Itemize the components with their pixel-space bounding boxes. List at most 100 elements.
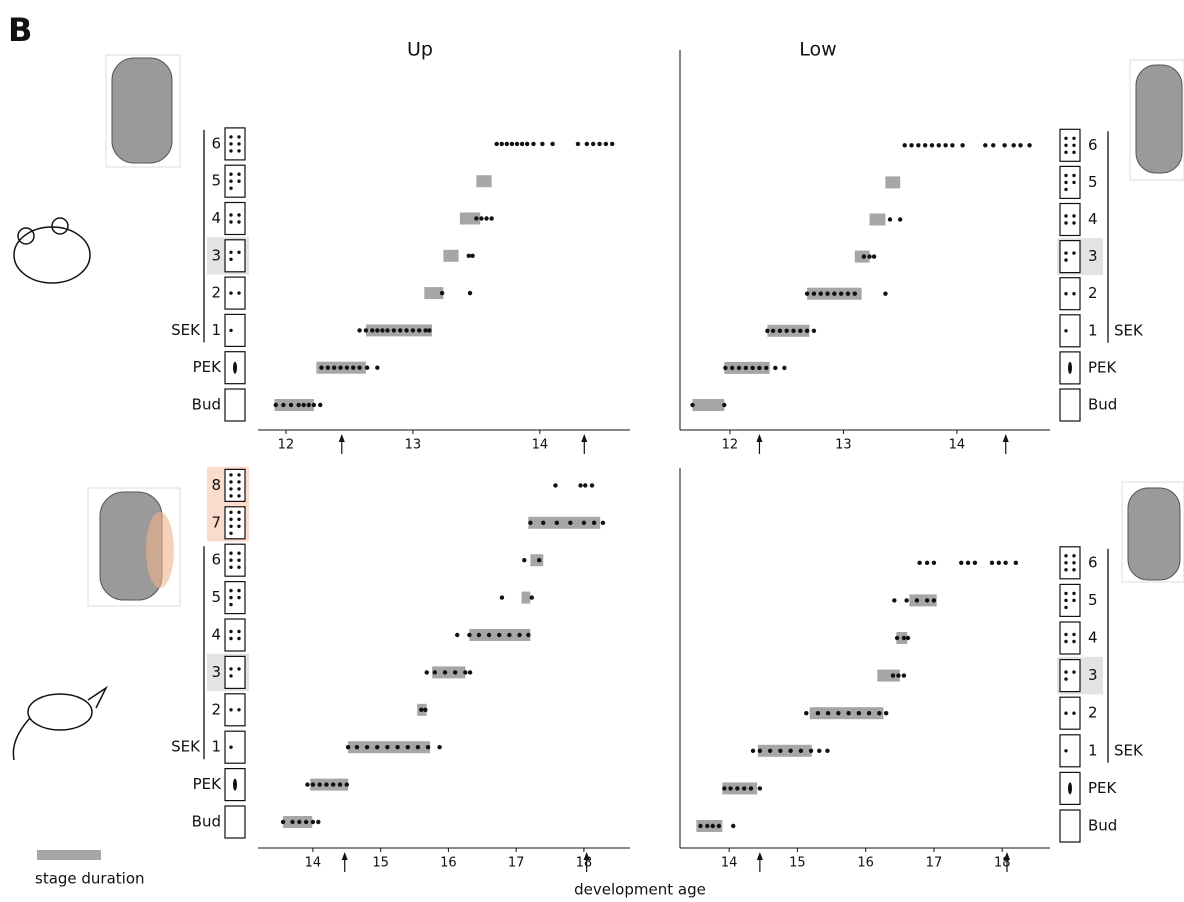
sample-dot (531, 141, 536, 147)
stage-bar (530, 554, 544, 567)
sample-dot (741, 786, 747, 791)
stage-label: PEK (1088, 779, 1118, 797)
icon-dot (1064, 136, 1068, 140)
sample-dot (310, 819, 316, 825)
sample-dot (417, 328, 422, 333)
sample-dot (798, 328, 803, 333)
sample-dot (439, 290, 445, 296)
panel-title: Low (799, 39, 836, 61)
icon-dot (1064, 677, 1068, 681)
sample-dot (773, 365, 778, 371)
icon-dot (237, 213, 241, 217)
icon-dot (233, 778, 237, 791)
tooth-icon (1059, 734, 1081, 768)
icon-dot (1072, 632, 1076, 637)
tooth-image (1135, 64, 1183, 174)
icon-dot (1064, 150, 1068, 154)
sample-dot (972, 560, 978, 565)
icon-dot (229, 257, 233, 261)
sample-dot (405, 745, 410, 750)
sample-dot (351, 365, 356, 370)
sample-dot (902, 143, 907, 148)
hamster-drawing (13, 226, 91, 284)
sample-dot (331, 782, 336, 787)
sample-dot (825, 748, 830, 753)
icon-dot (237, 588, 241, 593)
stage-label: PEK (193, 358, 223, 376)
age-arrow (583, 852, 590, 872)
stage-bar (274, 399, 314, 411)
sample-dot (600, 520, 606, 525)
sample-dot (517, 632, 522, 638)
icon-dot (237, 135, 241, 139)
sample-dot (391, 328, 397, 333)
tooth-icon (1059, 202, 1081, 237)
sample-dot (778, 748, 783, 753)
sample-dot (901, 635, 907, 641)
sample-dot (410, 328, 416, 333)
stage-bar (521, 591, 531, 604)
icon-dot (229, 213, 233, 217)
sample-dot (867, 254, 872, 259)
icon-dot (229, 565, 233, 569)
sample-dot (404, 328, 409, 333)
icon-dot (237, 172, 241, 176)
sample-dot (415, 745, 421, 750)
icon-dot (237, 480, 241, 484)
icon-dot (1064, 670, 1068, 674)
sample-dot (463, 670, 468, 675)
icon-dot (229, 674, 233, 678)
sample-dot (871, 254, 877, 259)
tooth-icon (224, 239, 246, 273)
tooth-image (111, 57, 173, 164)
group-label: SEK (171, 321, 201, 339)
x-axis-label: development age (574, 881, 706, 899)
sample-dot (317, 782, 322, 787)
sample-dot (909, 143, 914, 148)
icon-dot (229, 602, 233, 607)
stage-label: 6 (211, 551, 221, 569)
stage-label: 8 (211, 476, 221, 494)
sample-dot (442, 670, 448, 675)
tooth-icon (1059, 583, 1081, 618)
sample-dot (750, 748, 756, 753)
panel-label: B (8, 11, 32, 49)
sample-dot (965, 560, 971, 565)
sample-dot (575, 141, 581, 147)
sample-dot (916, 143, 921, 148)
arrow-head (756, 434, 763, 442)
tooth-icon (1059, 240, 1081, 274)
icon-dot (237, 179, 241, 183)
sample-dot (782, 365, 787, 371)
sample-dot (757, 365, 762, 371)
stage-bar (757, 744, 812, 757)
sample-dot (578, 483, 583, 488)
icon-dot (237, 708, 241, 712)
sample-dot (522, 558, 527, 563)
sample-dot (437, 745, 442, 750)
age-arrow (756, 852, 763, 872)
sample-dot (288, 402, 294, 408)
stage-label: 1 (211, 321, 221, 339)
stage-label: 5 (1088, 591, 1098, 609)
sample-dot (1002, 143, 1007, 148)
tooth-icon (224, 693, 246, 727)
stage-bar (310, 778, 349, 791)
sample-dot (770, 328, 776, 333)
sample-dot (722, 786, 727, 791)
sample-dot (905, 635, 911, 641)
icon-dot (1064, 292, 1068, 296)
icon-dot (229, 291, 233, 295)
sample-dot (337, 782, 343, 787)
stage-label: Bud (1088, 396, 1117, 414)
icon-dot (1072, 670, 1076, 674)
sample-dot (798, 748, 804, 753)
x-tick-label: 17 (508, 856, 525, 871)
sample-dot (1018, 143, 1023, 148)
stage-bar (885, 176, 901, 189)
stage-label: 3 (1088, 247, 1098, 265)
tooth-icon (1059, 165, 1081, 199)
sample-dot (852, 291, 857, 296)
icon-dot (1064, 605, 1068, 610)
stage-label: 2 (211, 284, 221, 302)
